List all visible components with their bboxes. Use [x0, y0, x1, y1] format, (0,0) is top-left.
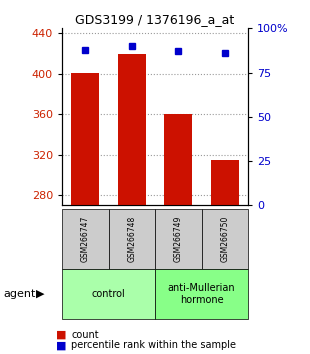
Text: ■: ■ [56, 330, 66, 339]
Text: ▶: ▶ [36, 289, 44, 299]
Text: anti-Mullerian
hormone: anti-Mullerian hormone [168, 283, 235, 305]
Text: ■: ■ [56, 340, 66, 350]
Text: GSM266747: GSM266747 [81, 216, 90, 262]
Text: GSM266748: GSM266748 [127, 216, 136, 262]
Text: control: control [92, 289, 125, 299]
Bar [211, 160, 239, 205]
Bar [71, 73, 99, 205]
Title: GDS3199 / 1376196_a_at: GDS3199 / 1376196_a_at [75, 13, 235, 26]
Bar [164, 114, 192, 205]
Text: GSM266749: GSM266749 [174, 216, 183, 262]
Text: percentile rank within the sample: percentile rank within the sample [71, 340, 236, 350]
Bar [118, 53, 146, 205]
Text: agent: agent [3, 289, 35, 299]
Text: GSM266750: GSM266750 [220, 216, 229, 262]
Text: count: count [71, 330, 99, 339]
